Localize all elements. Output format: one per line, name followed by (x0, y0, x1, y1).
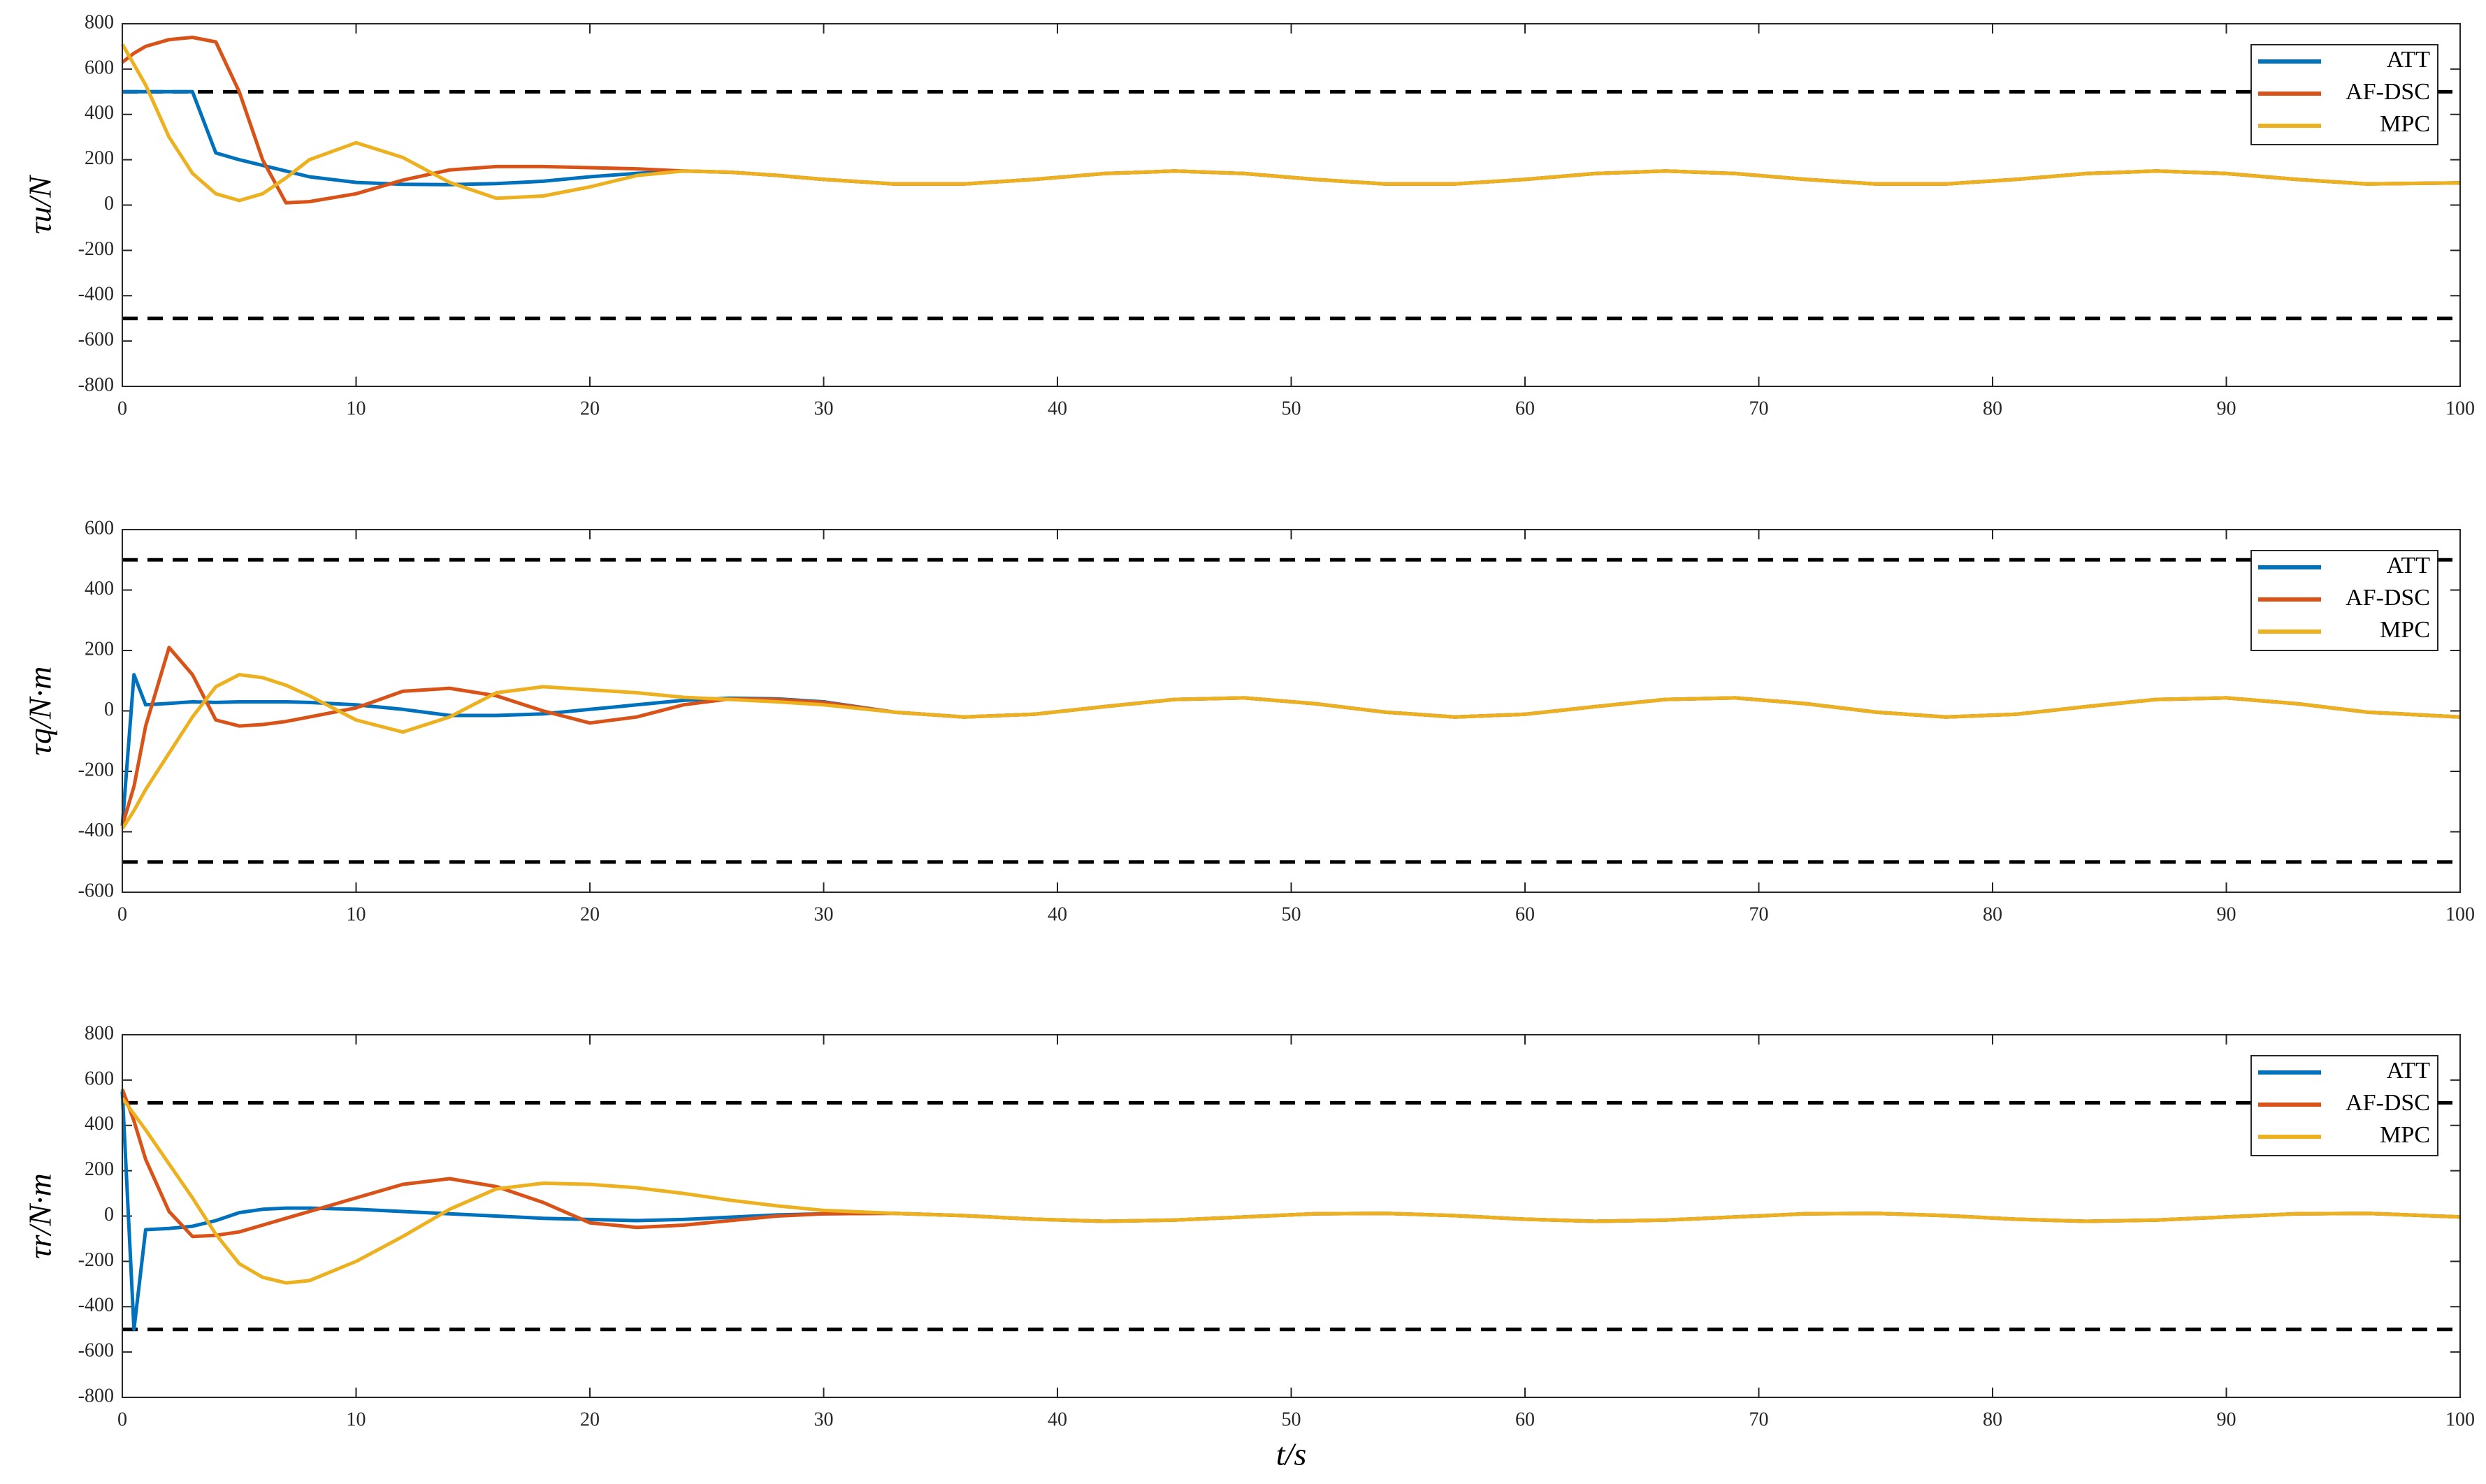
x-tick-label: 70 (1749, 903, 1769, 925)
x-tick-label: 80 (1983, 1409, 2002, 1430)
y-tick-label: -200 (78, 238, 114, 260)
y-tick-label: -200 (78, 1249, 114, 1271)
legend-label: AF-DSC (2346, 1090, 2430, 1116)
legend-label: MPC (2380, 111, 2430, 137)
y-axis-label: τu/N (22, 175, 58, 234)
x-tick-label: 0 (117, 398, 127, 419)
y-tick-label: 200 (85, 1158, 114, 1180)
x-tick-label: 60 (1515, 1409, 1535, 1430)
x-tick-label: 30 (814, 903, 834, 925)
y-tick-label: 0 (104, 699, 114, 720)
x-tick-label: 20 (580, 1409, 600, 1430)
legend-label: AF-DSC (2346, 585, 2430, 611)
y-tick-label: 200 (85, 638, 114, 660)
axes-box (122, 529, 2461, 893)
y-tick-label: 0 (104, 193, 114, 214)
x-tick-label: 50 (1282, 903, 1301, 925)
x-tick-label: 70 (1749, 1409, 1769, 1430)
y-tick-label: 400 (85, 578, 114, 599)
y-tick-label: 800 (85, 1022, 114, 1044)
x-tick-label: 60 (1515, 398, 1535, 419)
legend-label: ATT (2387, 47, 2431, 73)
y-tick-label: -400 (78, 284, 114, 305)
x-tick-label: 70 (1749, 398, 1769, 419)
legend-label: ATT (2387, 1058, 2431, 1084)
x-tick-label: 50 (1282, 1409, 1301, 1430)
x-tick-label: 80 (1983, 398, 2002, 419)
data-line (120, 673, 2461, 830)
x-tick-label: 20 (580, 398, 600, 419)
x-tick-label: 100 (2445, 903, 2475, 925)
y-tick-label: 600 (85, 517, 114, 539)
y-tick-label: -800 (78, 374, 114, 395)
y-tick-label: 400 (85, 1113, 114, 1135)
x-tick-label: 20 (580, 903, 600, 925)
y-tick-label: 600 (85, 57, 114, 78)
x-tick-label: 100 (2445, 398, 2475, 419)
y-tick-label: 200 (85, 147, 114, 169)
x-tick-label: 90 (2217, 398, 2236, 419)
x-tick-label: 60 (1515, 903, 1535, 925)
legend-label: AF-DSC (2346, 79, 2430, 105)
legend-label: ATT (2387, 553, 2431, 579)
x-tick-label: 90 (2217, 903, 2236, 925)
x-tick-label: 0 (117, 1409, 127, 1430)
y-tick-label: -600 (78, 1340, 114, 1362)
data-line (120, 1097, 2461, 1285)
x-tick-label: 80 (1983, 903, 2002, 925)
x-tick-label: 30 (814, 398, 834, 419)
y-tick-label: -600 (78, 880, 114, 901)
y-tick-label: -400 (78, 820, 114, 841)
plot-area (122, 530, 2460, 892)
x-tick-label: 10 (347, 903, 366, 925)
x-tick-label: 40 (1048, 1409, 1067, 1430)
x-tick-label: 40 (1048, 903, 1067, 925)
y-tick-label: 800 (85, 11, 114, 33)
y-axis-label: τr/N·m (22, 1173, 58, 1259)
x-tick-label: 50 (1282, 398, 1301, 419)
legend-label: MPC (2380, 617, 2430, 643)
x-tick-label: 90 (2217, 1409, 2236, 1430)
axes-box (122, 23, 2461, 387)
axes-box (122, 1034, 2461, 1398)
x-tick-label: 0 (117, 903, 127, 925)
y-tick-label: -800 (78, 1385, 114, 1406)
y-tick-label: 400 (85, 102, 114, 124)
plot-area (122, 24, 2460, 386)
legend-label: MPC (2380, 1122, 2430, 1148)
x-tick-label: 30 (814, 1409, 834, 1430)
y-tick-label: 0 (104, 1204, 114, 1225)
x-axis-label: t/s (1276, 1436, 1306, 1472)
y-tick-label: -200 (78, 759, 114, 780)
y-tick-label: -400 (78, 1295, 114, 1316)
data-line (120, 43, 2461, 203)
x-tick-label: 40 (1048, 398, 1067, 419)
y-tick-label: 600 (85, 1068, 114, 1089)
y-tick-label: -600 (78, 329, 114, 351)
x-tick-label: 10 (347, 398, 366, 419)
x-tick-label: 10 (347, 1409, 366, 1430)
x-tick-label: 100 (2445, 1409, 2475, 1430)
y-axis-label: τq/N·m (22, 667, 58, 756)
